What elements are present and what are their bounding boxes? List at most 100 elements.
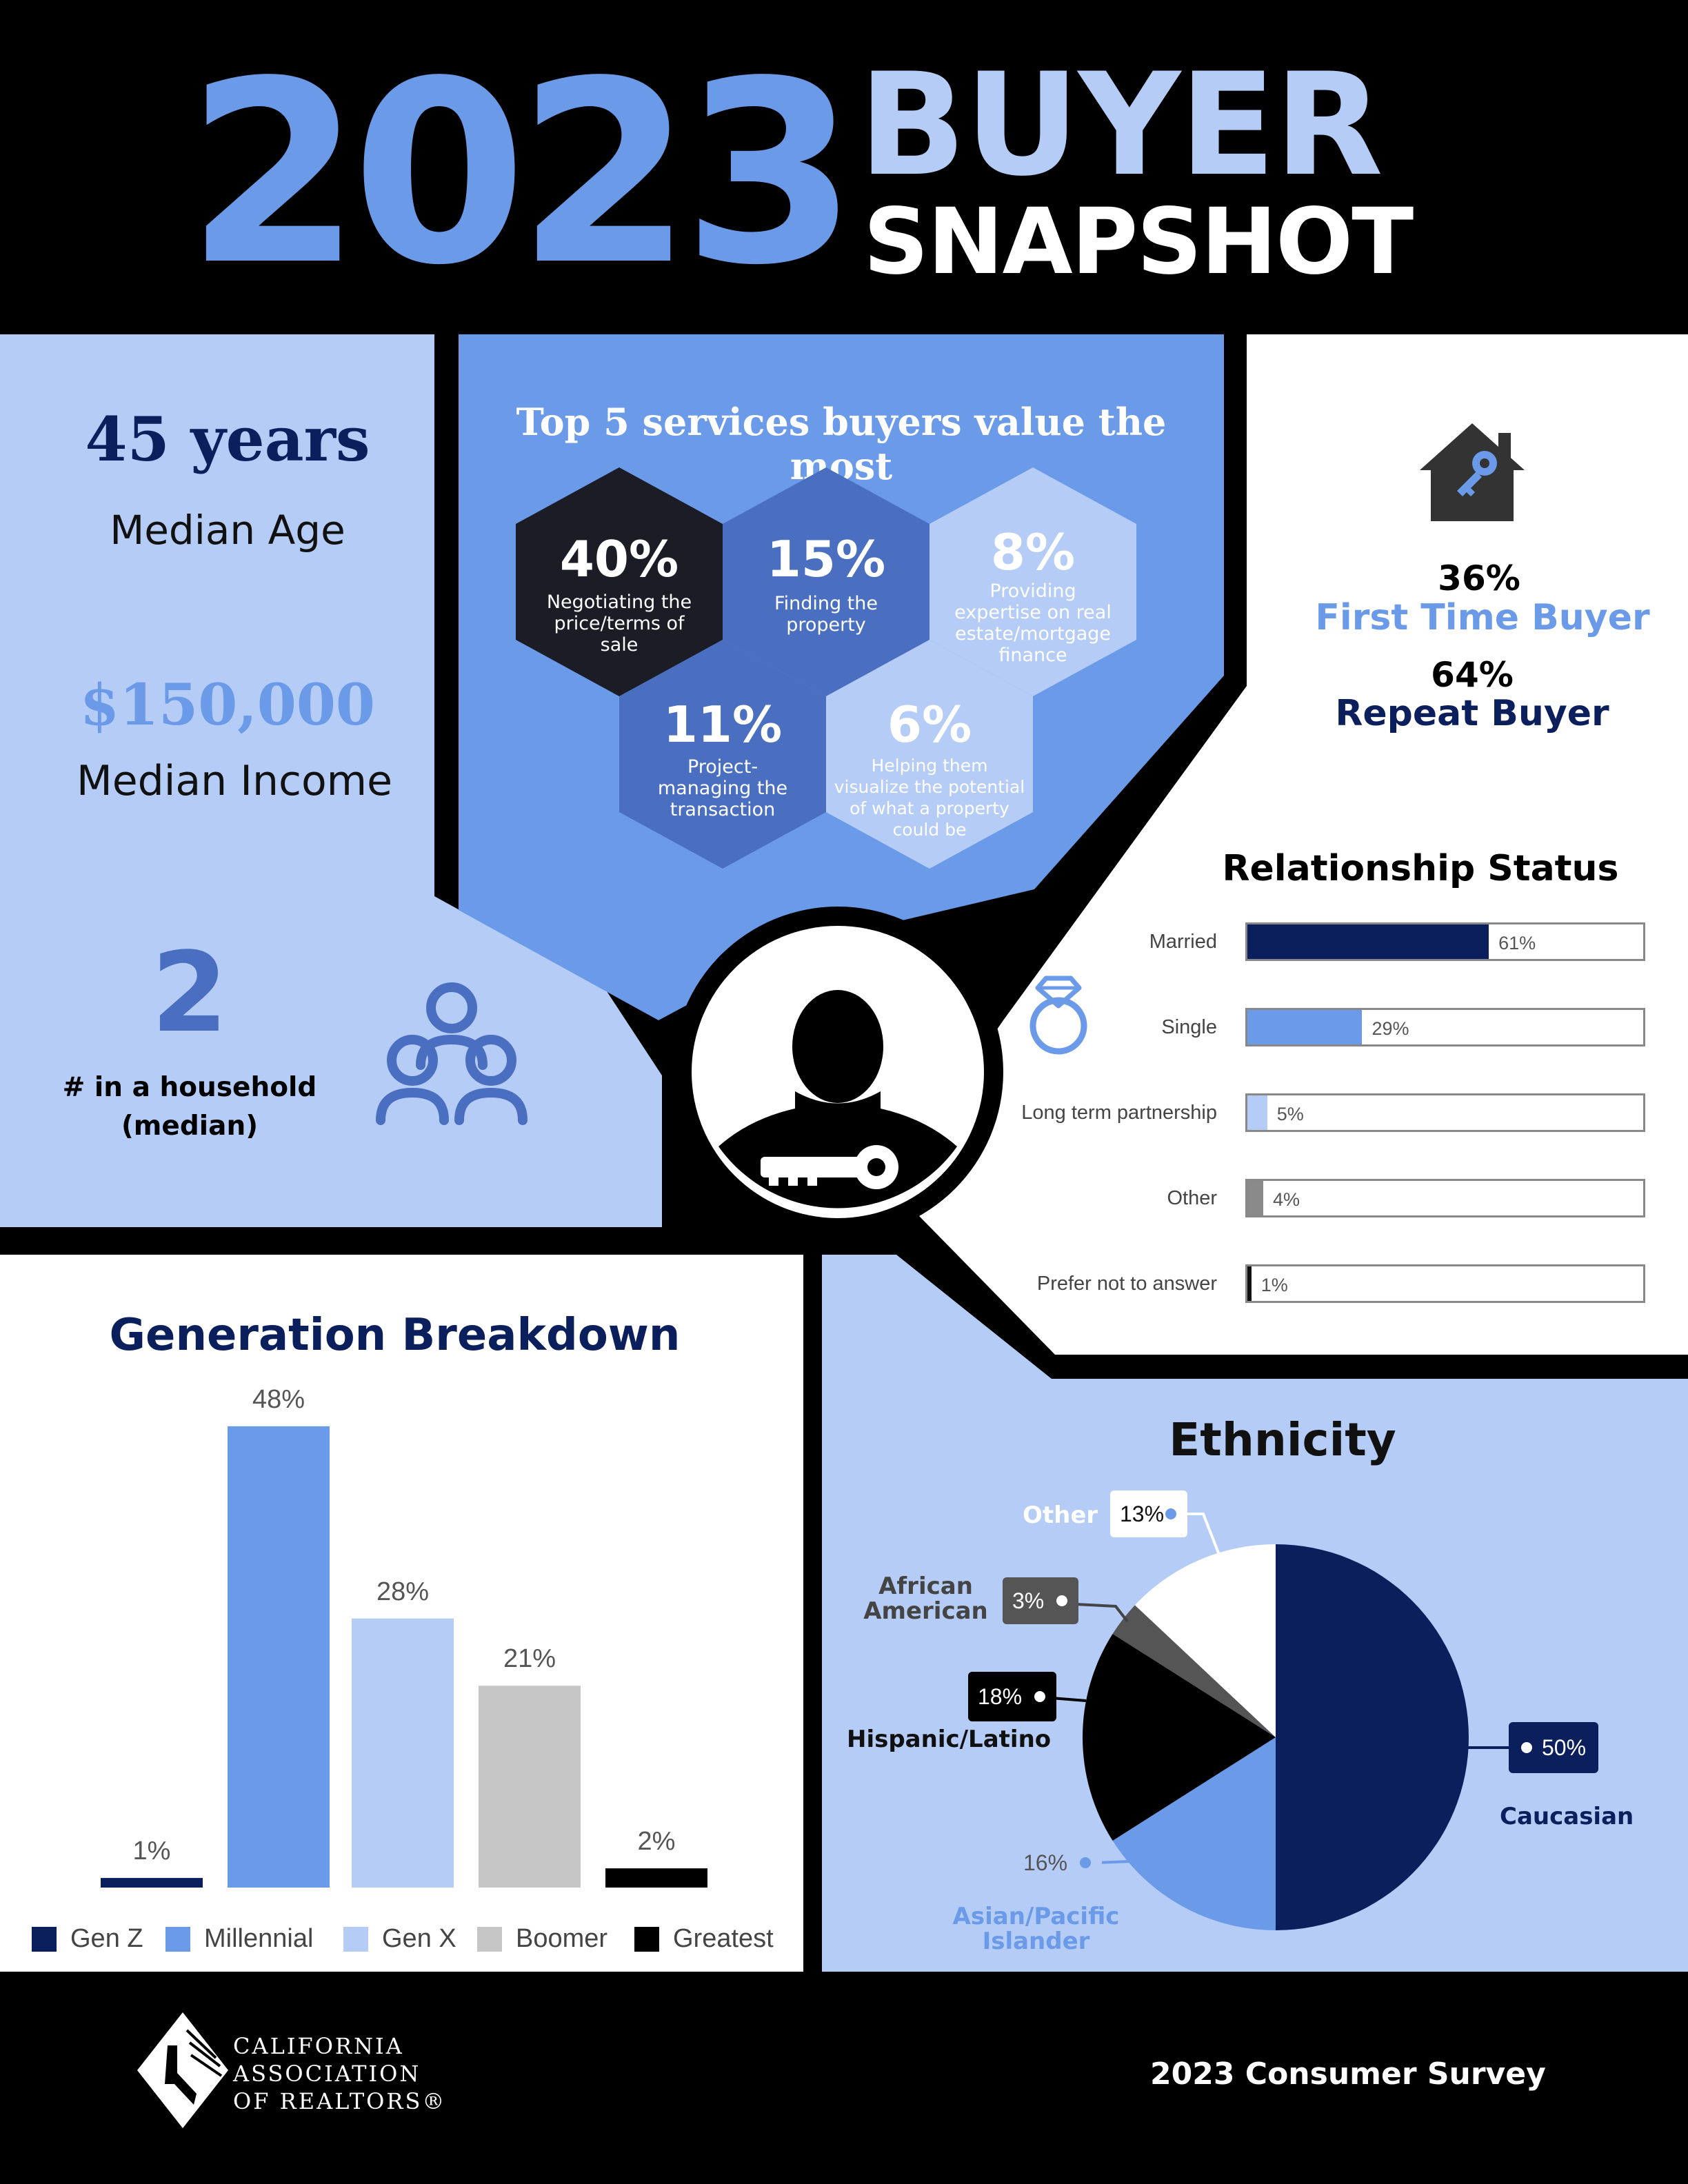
pie-slice [1134,1544,1276,1737]
ethnicity-title: Ethnicity [1169,1413,1396,1466]
generation-bar [479,1686,581,1888]
relationship-value: 4% [1272,1189,1300,1210]
legend-label: Gen X [382,1924,456,1953]
generation-bars [101,1426,707,1888]
relationship-label: Other [1167,1187,1217,1209]
person-key-icon [719,990,957,1209]
relationship-track [1245,1093,1645,1132]
eth-label-hispanic: Hispanic/Latino [847,1726,1052,1753]
pie-slice [1082,1633,1276,1841]
house-key-icon [1420,423,1525,521]
relationship-label: Married [1149,931,1217,953]
service-label: Project-managing the transaction [657,756,788,820]
leader-line [1075,1603,1129,1623]
legend-label: Millennial [204,1924,314,1953]
legend-swatch [634,1927,659,1952]
leader-line [1051,1697,1087,1702]
hex-negotiating [516,467,723,696]
legend-label: Boomer [516,1924,608,1953]
survey-label: 2023 Consumer Survey [1150,2056,1546,2092]
legend-swatch [343,1927,368,1952]
service-label: Helping them visualize the potential of wh… [834,756,1025,840]
pie-slice [1112,1737,1276,1930]
first-time-label: First Time Buyer [1315,597,1650,638]
relationship-title: Relationship Status [1222,848,1619,889]
generation-value-label: 21% [503,1644,556,1674]
generation-bar [101,1878,203,1888]
median-age-value: 45 years [85,403,370,475]
legend-swatch [32,1927,57,1952]
generation-value-label: 1% [132,1837,171,1866]
repeat-pct: 64% [1431,655,1514,695]
relationship-track [1245,1264,1645,1303]
pie-slice [1112,1605,1276,1737]
eth-label-african-american: African American [863,1573,988,1625]
ring-icon [1029,975,1087,1055]
service-label: Negotiating the price/terms of sale [546,592,692,656]
relationship-value: 61% [1498,933,1536,953]
generation-bar [352,1618,454,1888]
generation-value-label: 28% [376,1577,430,1606]
relationship-track [1245,1179,1645,1217]
service-pct: 40% [559,530,679,588]
legend-label: Gen Z [70,1924,143,1953]
relationship-track [1245,1008,1645,1046]
repeat-label: Repeat Buyer [1335,693,1609,734]
service-label: Providing expertise on real estate/mortgag… [954,580,1112,666]
tag-hole-icon [1056,1595,1067,1606]
tag-hole-icon [1034,1691,1045,1702]
household-label: # in a household (median) [62,1072,317,1142]
left-stats-panel [0,334,662,1227]
legend-swatch [477,1927,502,1952]
relationship-value: 5% [1276,1104,1304,1124]
hex-project [619,640,826,869]
service-pct: 6% [887,696,972,754]
eth-label-other: Other [1023,1502,1098,1529]
generation-bar [228,1426,330,1888]
service-pct: 15% [766,530,886,588]
relationship-bar [1247,1010,1363,1044]
relationship-bar [1247,1181,1263,1215]
leader-line [1183,1513,1220,1555]
relationship-value: 1% [1260,1275,1288,1295]
tag-hole-icon [1080,1857,1091,1868]
realtors-logo-icon [137,2012,228,2128]
ethnicity-pie [1051,1513,1514,1930]
relationship-bar [1247,924,1489,959]
relationship-label: Prefer not to answer [1036,1273,1217,1295]
relationship-label: Long term partnership [1021,1102,1217,1124]
median-income-value: $150,000 [80,672,375,738]
household-value: 2 [151,928,228,1057]
hexagon-layer [516,467,1136,869]
org-name: CALIFORNIA ASSOCIATION OF REALTORS® [233,2033,447,2114]
generation-value-label: 48% [252,1384,305,1414]
header-year: 2023 [186,28,858,321]
generation-value-label: 2% [637,1827,676,1857]
first-time-pct: 36% [1438,558,1520,598]
legend-swatch [165,1927,190,1952]
eth-label-asian: Asian/Pacific Islander [952,1903,1120,1955]
services-title: Top 5 services buyers value the most [516,400,1167,488]
relationship-value: 29% [1372,1018,1409,1039]
relationship-bar [1247,1266,1252,1301]
hex-finding [723,467,930,696]
generation-title: Generation Breakdown [109,1310,681,1361]
header-snapshot: SNAPSHOT [863,189,1414,295]
relationship-label: Single [1161,1016,1217,1038]
service-pct: 8% [990,523,1076,581]
pie-slice [1276,1544,1469,1930]
eth-value-tag: 16% [1014,1839,1102,1886]
people-group-icon [376,982,528,1125]
median-income-label: Median Income [76,757,393,805]
service-pct: 11% [663,696,783,754]
leader-line [1096,1860,1132,1864]
relationship-track [1245,922,1645,961]
service-label: Finding the property [774,593,878,636]
header-buyer: BUYER [858,43,1383,208]
tag-hole-icon [1165,1508,1176,1519]
hex-expertise [930,467,1136,696]
eth-label-caucasian: Caucasian [1500,1803,1634,1830]
median-age-label: Median Age [110,507,345,554]
relationship-bar [1247,1095,1267,1130]
